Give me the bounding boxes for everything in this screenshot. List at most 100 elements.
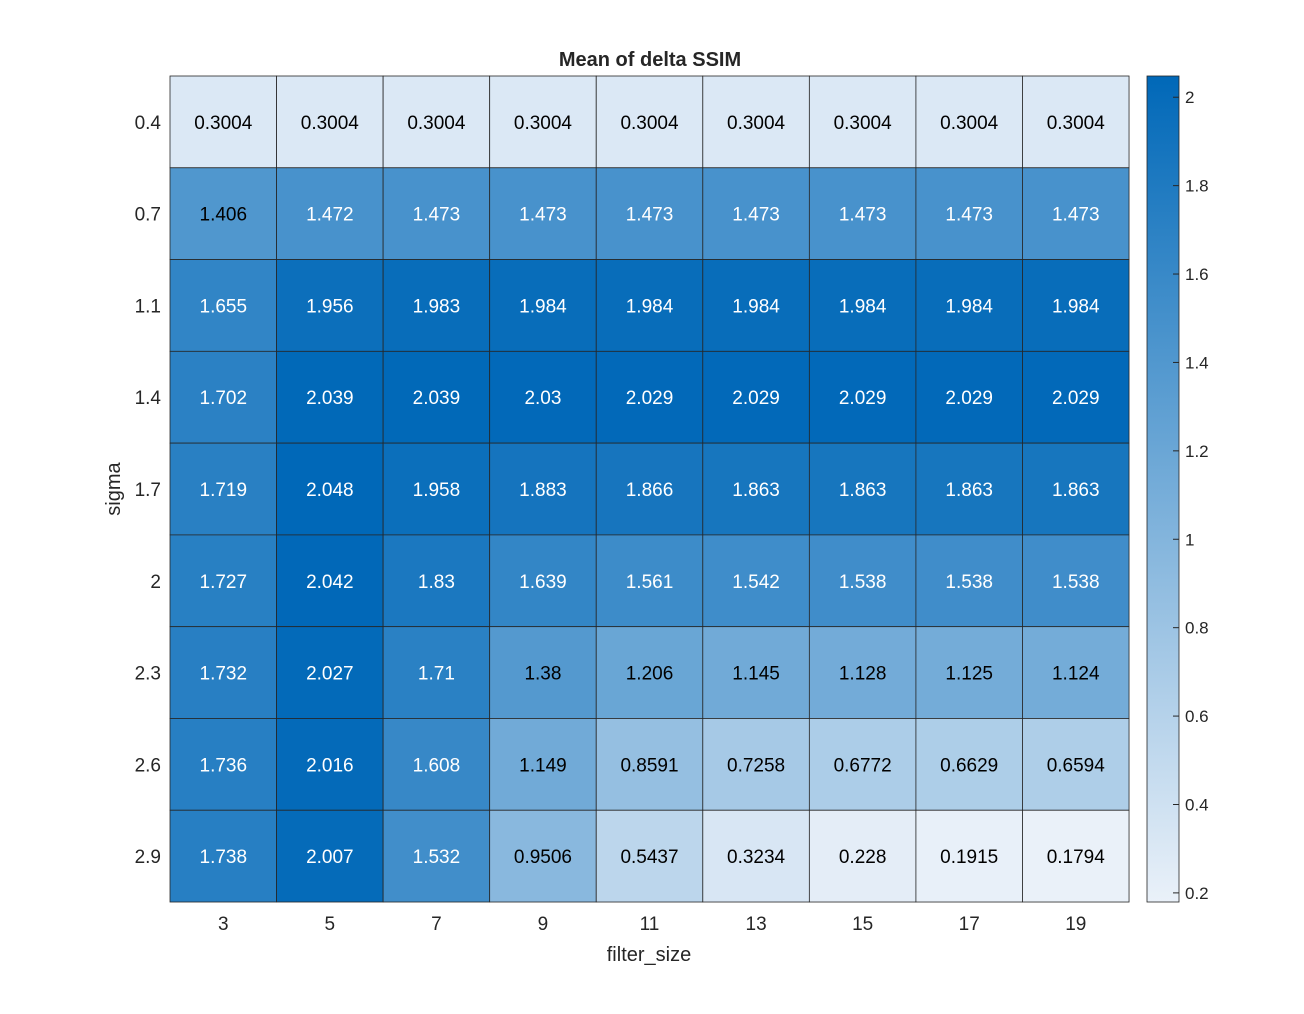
y-tick-label: 0.4 [135, 113, 162, 134]
cell-value-label: 1.38 [524, 664, 561, 685]
cell-value-label: 0.8591 [620, 755, 678, 776]
x-tick-label: 13 [746, 914, 767, 935]
cell-value-label: 1.149 [519, 755, 567, 776]
cell-value-label: 2.03 [524, 388, 561, 409]
cell-value-label: 1.608 [413, 755, 461, 776]
cell-value-label: 2.039 [306, 388, 354, 409]
heatmap-cells: 0.3004 0.3004 0.3004 0.3004 0.3004 0.3004 0.30… [169, 75, 1130, 903]
heatmap-cell [382, 442, 491, 536]
cell-value-label: 0.9506 [514, 847, 572, 868]
cell-value-label: 1.83 [418, 572, 455, 593]
heatmap-cell [169, 350, 277, 444]
cell-value-label: 0.3234 [727, 847, 786, 868]
heatmap-cell [489, 809, 597, 903]
cell-value-label: 1.538 [1052, 572, 1100, 593]
heatmap-cell [702, 718, 810, 811]
colorbar-tick-label: 1.6 [1185, 265, 1209, 284]
y-tick-label: 2 [150, 572, 161, 593]
cell-value-label: 1.863 [839, 480, 887, 501]
heatmap-cell [702, 442, 810, 536]
heatmap-cell [702, 534, 810, 628]
cell-value-label: 1.984 [519, 296, 567, 317]
heatmap-cell [489, 534, 597, 628]
colorbar-tick-label: 1.4 [1185, 353, 1209, 372]
cell-value-label: 1.406 [200, 205, 248, 226]
cell-value-label: 1.125 [945, 664, 993, 685]
cell-value-label: 2.016 [306, 755, 354, 776]
heatmap-cell [276, 809, 384, 903]
heatmap-cell [169, 75, 277, 169]
heatmap-cell [595, 626, 704, 719]
heatmap-cell [1022, 350, 1130, 444]
x-tick-label: 15 [852, 914, 873, 935]
heatmap-cell [169, 167, 277, 260]
heatmap-cell [595, 809, 704, 903]
cell-value-label: 0.6629 [940, 755, 998, 776]
cell-value-label: 1.702 [200, 388, 248, 409]
cell-value-label: 0.3004 [407, 113, 466, 134]
cell-value-label: 0.3004 [834, 113, 893, 134]
colorbar-tick-label: 1.2 [1185, 442, 1209, 461]
cell-value-label: 1.732 [200, 664, 248, 685]
heatmap-cell [382, 167, 491, 260]
cell-value-label: 0.3004 [620, 113, 679, 134]
cell-value-label: 0.5437 [620, 847, 678, 868]
cell-value-label: 2.007 [306, 847, 354, 868]
heatmap-cell [1022, 259, 1130, 352]
heatmap-cell [169, 626, 277, 719]
heatmap-cell [276, 442, 384, 536]
cell-value-label: 2.029 [1052, 388, 1100, 409]
x-tick-label: 17 [959, 914, 980, 935]
cell-value-label: 1.727 [200, 572, 248, 593]
colorbar-bar [1146, 75, 1180, 903]
cell-value-label: 1.866 [626, 480, 674, 501]
cell-value-label: 2.039 [413, 388, 461, 409]
cell-value-label: 1.538 [945, 572, 993, 593]
x-tick-label: 7 [431, 914, 442, 935]
heatmap-cell [595, 167, 704, 260]
cell-value-label: 2.042 [306, 572, 354, 593]
heatmap-cell [808, 167, 917, 260]
cell-value-label: 1.984 [839, 296, 887, 317]
colorbar-tick-label: 0.6 [1185, 707, 1209, 726]
heatmap-cell [915, 534, 1023, 628]
x-tick-label: 9 [538, 914, 549, 935]
x-tick-label: 11 [640, 914, 660, 935]
heatmap-cell [489, 75, 597, 169]
y-tick-label: 1.7 [135, 480, 161, 501]
colorbar-tick-label: 1.8 [1185, 177, 1209, 196]
heatmap-cell [1022, 534, 1130, 628]
cell-value-label: 1.984 [732, 296, 780, 317]
cell-value-label: 2.029 [626, 388, 674, 409]
cell-value-label: 1.473 [839, 205, 887, 226]
y-axis-label: sigma [103, 461, 125, 515]
heatmap-cell [169, 259, 277, 352]
heatmap-cell [276, 75, 384, 169]
heatmap-cell [489, 718, 597, 811]
colorbar-tick-label: 0.4 [1185, 795, 1209, 814]
heatmap-cell [808, 718, 917, 811]
heatmap-cell [382, 259, 491, 352]
cell-value-label: 1.206 [626, 664, 674, 685]
heatmap-cell [915, 75, 1023, 169]
heatmap-cell [808, 259, 917, 352]
heatmap-cell [1022, 167, 1130, 260]
cell-value-label: 0.7258 [727, 755, 785, 776]
cell-value-label: 1.473 [413, 205, 461, 226]
cell-value-label: 1.883 [519, 480, 567, 501]
cell-value-label: 1.473 [945, 205, 993, 226]
y-tick-label: 1.4 [135, 388, 162, 409]
colorbar-tick-label: 0.8 [1185, 619, 1209, 638]
x-tick-label: 19 [1065, 914, 1086, 935]
y-tick-label: 2.3 [135, 664, 161, 685]
heatmap-cell [276, 626, 384, 719]
heatmap-cell [276, 534, 384, 628]
heatmap-cell [169, 442, 277, 536]
cell-value-label: 1.538 [839, 572, 887, 593]
heatmap-cell [169, 809, 277, 903]
cell-value-label: 0.3004 [301, 113, 360, 134]
cell-value-label: 0.3004 [727, 113, 786, 134]
colorbar: 0.2 0.4 0.6 0.8 1 1.2 1.4 1.6 1.8 2 [1146, 75, 1209, 903]
heatmap-cell [489, 350, 597, 444]
y-tick-label: 2.6 [135, 755, 161, 776]
